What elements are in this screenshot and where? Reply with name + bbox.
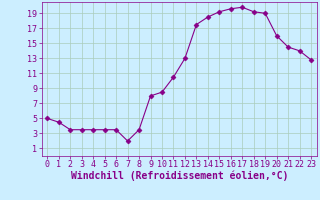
X-axis label: Windchill (Refroidissement éolien,°C): Windchill (Refroidissement éolien,°C) [70,171,288,181]
